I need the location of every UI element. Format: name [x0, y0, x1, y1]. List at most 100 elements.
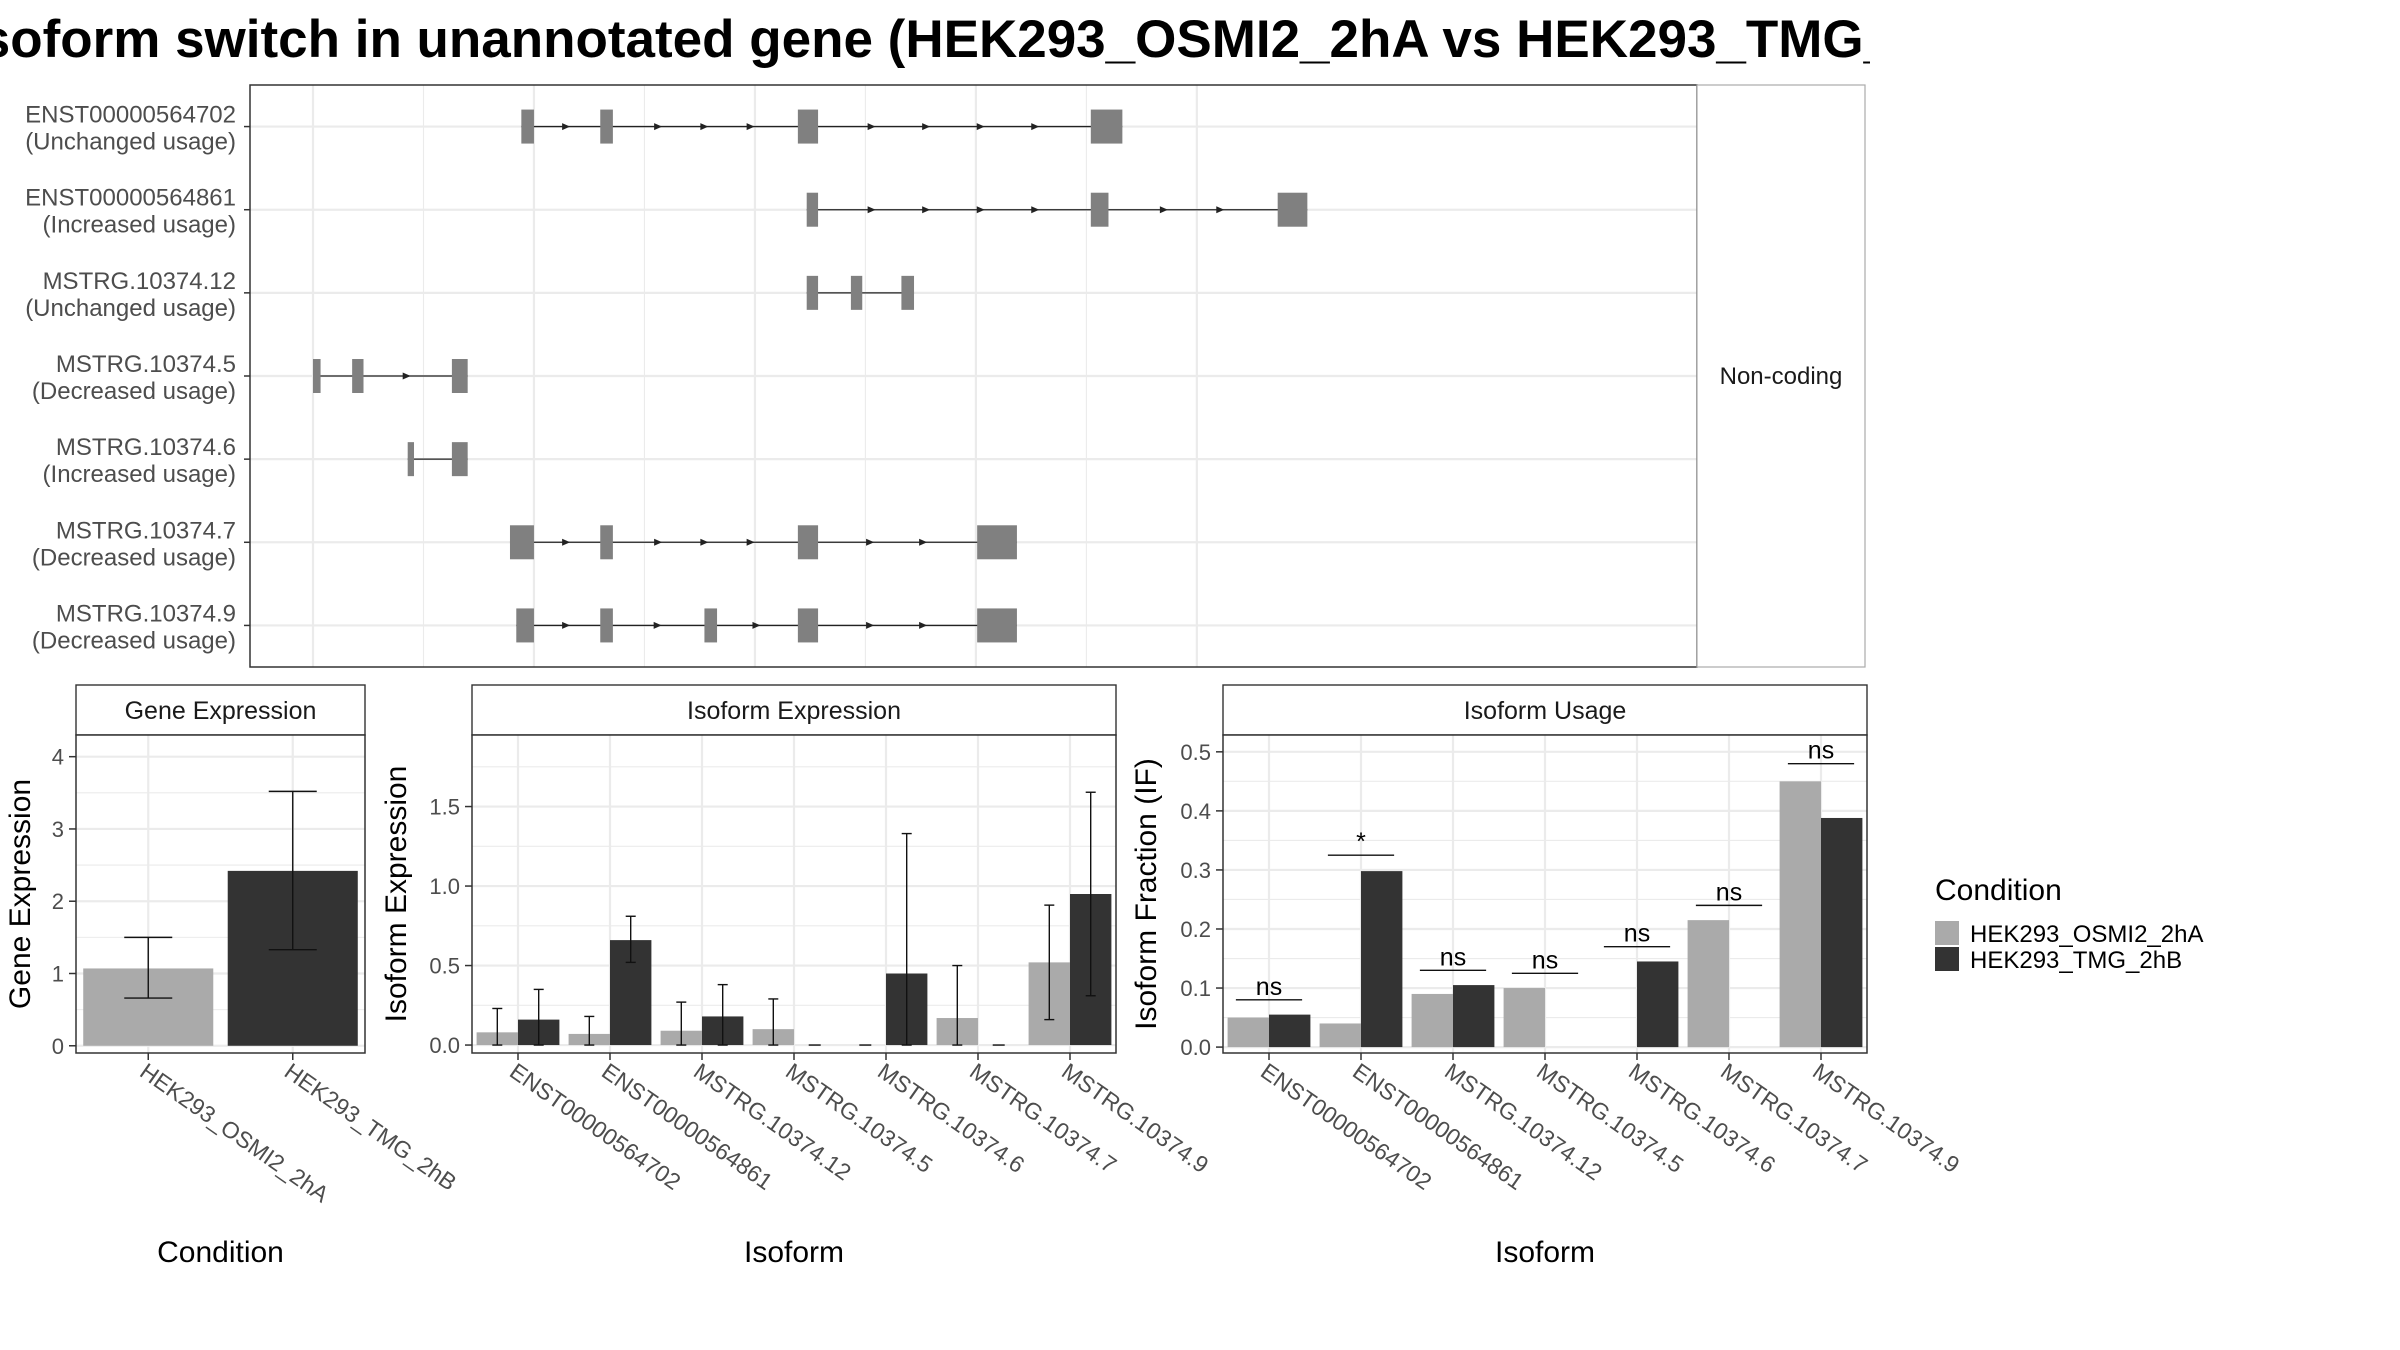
y-tick-label: 2 [52, 889, 64, 914]
exon-block [977, 525, 1017, 560]
x-tick-label: MSTRG.10374.12 [1440, 1058, 1607, 1186]
exon-block [1090, 192, 1109, 227]
isoform-usage-bar [1821, 817, 1863, 1048]
isoform-usage-bar [1227, 1017, 1269, 1048]
exon-block [451, 359, 468, 393]
x-axis-title: Isoform [744, 1236, 844, 1269]
intron-direction-arrow [1159, 206, 1168, 214]
y-tick-label: 0.2 [1180, 917, 1211, 942]
x-tick-label: MSTRG.10374.12 [689, 1058, 856, 1186]
panel-strip-label: Isoform Usage [1464, 697, 1627, 725]
panel-strip [75, 684, 366, 736]
exon-block [797, 109, 819, 144]
intron-direction-arrow [654, 538, 663, 546]
exon-block [509, 525, 534, 560]
intron-direction-arrow [746, 538, 755, 546]
panel-border [75, 734, 366, 1054]
x-tick-label: ENST00000564702 [505, 1058, 685, 1195]
x-tick-label: ENST00000564702 [1256, 1058, 1436, 1195]
main-title: Isoform switch in unannotated gene (HEK2… [0, 0, 1870, 80]
x-tick-label: ENST00000564861 [1348, 1058, 1528, 1195]
x-tick-label: MSTRG.10374.9 [1057, 1058, 1213, 1178]
intron-direction-arrow [402, 372, 411, 380]
isoform-name-label: MSTRG.10374.12 [43, 268, 236, 295]
intron-direction-arrow [922, 123, 931, 131]
exon-block [850, 275, 863, 310]
intron-direction-arrow [746, 123, 755, 131]
isoform-usage-bar [1319, 1023, 1361, 1048]
panel-strip-label: Gene Expression [125, 697, 317, 725]
y-tick-label: 0.5 [1180, 740, 1211, 765]
exon-block [901, 275, 915, 310]
isoform-usage-bar [1637, 961, 1679, 1048]
isoform-usage-bar [1453, 985, 1495, 1048]
significance-label: * [1356, 828, 1366, 856]
y-tick-label: 1.5 [429, 795, 460, 820]
isoform-usage-label: (Unchanged usage) [25, 129, 236, 156]
exon-block [1090, 109, 1123, 144]
exon-block [1277, 192, 1308, 227]
intron-direction-arrow [654, 123, 663, 131]
intron-direction-arrow [976, 123, 985, 131]
isoform-name-label: ENST00000564861 [25, 185, 236, 212]
structure-strip [1696, 84, 1866, 668]
intron-direction-arrow [1031, 123, 1040, 131]
intron-direction-arrow [866, 538, 875, 546]
significance-label: ns [1624, 920, 1650, 948]
intron-direction-arrow [700, 538, 709, 546]
isoform-usage-label: (Decreased usage) [32, 627, 236, 654]
significance-label: ns [1716, 878, 1742, 906]
intron-direction-arrow [562, 621, 571, 629]
intron-direction-arrow [867, 123, 876, 131]
isoform-name-label: MSTRG.10374.6 [56, 434, 236, 461]
isoform-usage-bar [1503, 988, 1545, 1048]
exon-block [313, 359, 321, 393]
intron-direction-arrow [562, 538, 571, 546]
y-tick-label: 3 [52, 817, 64, 842]
y-tick-label: 0.3 [1180, 858, 1211, 883]
x-tick-label: ENST00000564861 [597, 1058, 777, 1195]
exon-block [600, 525, 613, 560]
exon-block [977, 608, 1017, 643]
exon-block [600, 608, 613, 643]
intron-direction-arrow [562, 123, 571, 131]
exon-block [521, 109, 534, 144]
y-tick-label: 0.0 [429, 1033, 460, 1058]
exon-block [600, 109, 613, 144]
y-tick-label: 1.0 [429, 874, 460, 899]
exon-block [797, 608, 819, 643]
isoform-usage-label: (Decreased usage) [32, 544, 236, 571]
legend-item-label: HEK293_TMG_2hB [1970, 947, 2182, 974]
exon-block [352, 359, 364, 393]
y-axis-title: Gene Expression [4, 779, 37, 1009]
y-tick-label: 4 [52, 745, 64, 770]
intron-direction-arrow [919, 621, 928, 629]
isoform-usage-label: (Increased usage) [43, 461, 236, 488]
exon-block [797, 525, 819, 560]
y-axis-title: Isoform Fraction (IF) [1130, 758, 1163, 1030]
isoform-expression-panel: Isoform Expression 0.0 0.5 1.0 1.5 ENST000005… [380, 684, 1213, 1269]
legend-swatch [1935, 921, 1959, 945]
exon-block [704, 608, 718, 643]
legend-swatch [1935, 947, 1959, 971]
isoform-name-label: MSTRG.10374.9 [56, 600, 236, 627]
significance-label: ns [1532, 946, 1558, 974]
isoform-name-label: MSTRG.10374.7 [56, 517, 236, 544]
x-axis-title: Isoform [1495, 1236, 1595, 1269]
exon-block [806, 275, 819, 310]
panel-strip [1222, 684, 1868, 736]
isoform-usage-bar [1361, 871, 1403, 1048]
y-tick-label: 0.4 [1180, 799, 1211, 824]
exon-block [451, 442, 468, 477]
intron-direction-arrow [752, 621, 761, 629]
intron-direction-arrow [919, 538, 928, 546]
isoform-usage-bar [1687, 920, 1729, 1048]
isoform-usage-bar [1269, 1014, 1311, 1048]
isoform-usage-bar [1411, 993, 1453, 1048]
intron-direction-arrow [1031, 206, 1040, 214]
intron-direction-arrow [653, 621, 662, 629]
intron-direction-arrow [866, 621, 875, 629]
isoform-name-label: ENST00000564702 [25, 102, 236, 129]
